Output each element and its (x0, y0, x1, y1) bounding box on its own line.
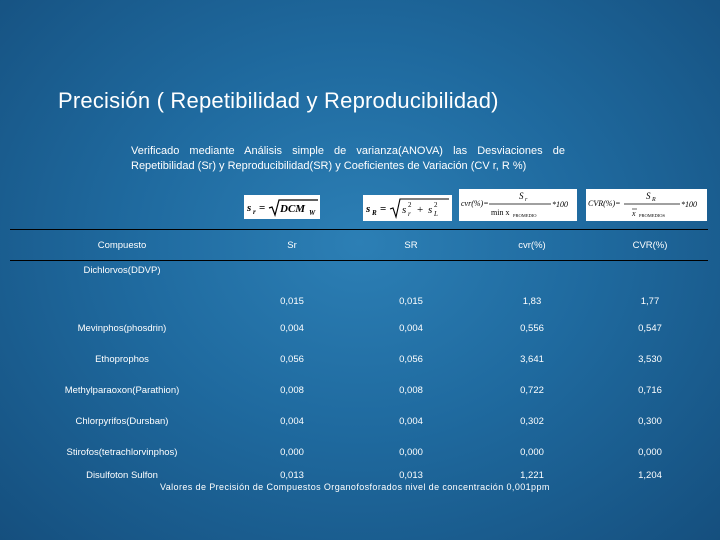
svg-text:min x: min x (491, 208, 509, 217)
table-row: Disulfoton Sulfon 0,013 0,013 1,221 1,20… (10, 468, 708, 494)
slide-title: Precisión ( Repetibilidad y Reproducibil… (58, 88, 499, 113)
cell-SR: 0,056 (399, 354, 423, 365)
header-SR: SR (350, 229, 472, 261)
cell-compuesto: Dichlorvos(DDVP) (83, 265, 161, 276)
cell-CVR: 1,77 (640, 296, 660, 307)
svg-text:PROMEDIOS: PROMEDIOS (639, 213, 666, 218)
cell-sr: 0,004 (280, 416, 304, 427)
cell-sr: 0,015 (280, 296, 304, 307)
cell-SR: 0,013 (399, 470, 423, 481)
cell-cvr: 1,83 (522, 296, 542, 307)
svg-text:r: r (525, 197, 528, 203)
table-row: Dichlorvos(DDVP) 0,015 0,015 1,83 1,77 (10, 261, 708, 314)
svg-text:r: r (253, 208, 256, 216)
precision-table: Compuesto Sr SR cvr(%) CVR(%) Dichlorvos… (10, 229, 708, 494)
cell-SR: 0,004 (399, 323, 423, 334)
svg-text:+: + (417, 204, 423, 216)
table-header-row: Compuesto Sr SR cvr(%) CVR(%) (10, 229, 708, 261)
cell-CVR: 0,716 (638, 385, 662, 396)
cell-SR: 0,015 (399, 296, 423, 307)
cell-CVR: 0,547 (638, 323, 662, 334)
svg-text:x: x (631, 209, 636, 218)
svg-text:s: s (428, 204, 432, 216)
svg-text:R: R (371, 209, 377, 217)
cell-SR: 0,000 (399, 447, 423, 458)
svg-text:*100: *100 (552, 200, 568, 209)
svg-text:s: s (246, 202, 251, 214)
table-footnote: Valores de Precisión de Compuestos Organ… (160, 482, 550, 492)
table-row: Methylparaoxon(Parathion) 0,008 0,008 0,… (10, 375, 708, 406)
table-row: Stirofos(tetrachlorvinphos) 0,000 0,000 … (10, 437, 708, 468)
cell-cvr: 0,302 (520, 416, 544, 427)
svg-text:cvr(%)=: cvr(%)= (461, 199, 489, 208)
formula-CVR-image: CVR(%)= S R x PROMEDIOS *100 (586, 189, 707, 221)
cell-sr: 0,008 (280, 385, 304, 396)
cell-SR: 0,008 (399, 385, 423, 396)
cell-cvr: 0,722 (520, 385, 544, 396)
cell-cvr: 1,221 (520, 470, 544, 481)
cell-sr: 0,056 (280, 354, 304, 365)
table-row: Mevinphos(phosdrin) 0,004 0,004 0,556 0,… (10, 313, 708, 344)
cell-compuesto: Ethoprophos (95, 354, 149, 365)
svg-text:2: 2 (434, 201, 438, 209)
cell-compuesto: Methylparaoxon(Parathion) (64, 385, 180, 396)
svg-text:=: = (259, 202, 265, 214)
svg-text:s: s (402, 204, 406, 216)
cell-compuesto: Chlorpyrifos(Dursban) (75, 416, 169, 427)
svg-text:=: = (380, 203, 386, 215)
cell-cvr: 0,556 (520, 323, 544, 334)
svg-text:2: 2 (408, 201, 412, 209)
svg-text:CVR(%)=: CVR(%)= (588, 199, 621, 208)
cell-SR: 0,004 (399, 416, 423, 427)
cell-CVR: 0,300 (638, 416, 662, 427)
svg-text:s: s (365, 203, 370, 215)
formula-sr-image: s r = DCM W (244, 195, 320, 219)
header-CVR: CVR(%) (592, 229, 708, 261)
cell-compuesto: Disulfoton Sulfon (86, 470, 158, 481)
table-row: Chlorpyrifos(Dursban) 0,004 0,004 0,302 … (10, 406, 708, 437)
svg-text:S: S (646, 191, 651, 201)
cell-CVR: 1,204 (638, 470, 662, 481)
cell-sr: 0,000 (280, 447, 304, 458)
header-cvr: cvr(%) (472, 229, 592, 261)
cell-cvr: 3,641 (520, 354, 544, 365)
svg-text:S: S (519, 191, 524, 201)
cell-sr: 0,004 (280, 323, 304, 334)
svg-text:L: L (433, 210, 438, 218)
header-sr: Sr (234, 229, 350, 261)
svg-text:R: R (651, 197, 656, 203)
cell-CVR: 3,530 (638, 354, 662, 365)
svg-text:*100: *100 (681, 200, 697, 209)
svg-text:r: r (408, 210, 411, 218)
cell-compuesto: Mevinphos(phosdrin) (77, 323, 167, 334)
cell-sr: 0,013 (280, 470, 304, 481)
formula-SR-image: s R = s r 2 + s L 2 (363, 195, 452, 221)
svg-text:DCM: DCM (279, 203, 306, 215)
cell-compuesto: Stirofos(tetrachlorvinphos) (66, 447, 178, 458)
cell-cvr: 0,000 (520, 447, 544, 458)
table-row: Ethoprophos 0,056 0,056 3,641 3,530 (10, 344, 708, 375)
svg-text:PROMEDIO: PROMEDIO (513, 213, 537, 218)
svg-text:W: W (309, 209, 316, 217)
slide-description: Verificado mediante Análisis simple de v… (131, 145, 565, 172)
formula-cvr-image: cvr(%)= S r min x PROMEDIO *100 (459, 189, 577, 221)
cell-CVR: 0,000 (638, 447, 662, 458)
header-compuesto: Compuesto (10, 229, 234, 261)
